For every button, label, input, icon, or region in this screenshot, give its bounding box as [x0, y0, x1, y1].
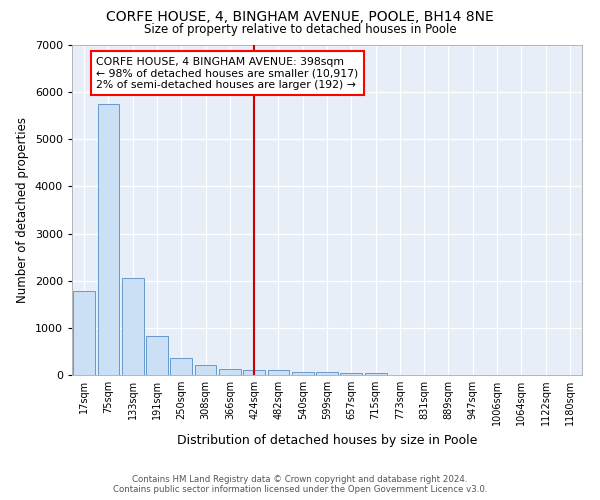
Bar [219, 370, 241, 375]
Bar [292, 372, 314, 375]
Bar [170, 358, 192, 375]
Text: Contains HM Land Registry data © Crown copyright and database right 2024.
Contai: Contains HM Land Registry data © Crown c… [113, 474, 487, 494]
Text: Size of property relative to detached houses in Poole: Size of property relative to detached ho… [143, 22, 457, 36]
X-axis label: Distribution of detached houses by size in Poole: Distribution of detached houses by size … [177, 434, 477, 446]
Bar [194, 365, 217, 375]
Bar [365, 373, 386, 375]
Bar [340, 373, 362, 375]
Bar [268, 370, 289, 375]
Text: CORFE HOUSE, 4 BINGHAM AVENUE: 398sqm
← 98% of detached houses are smaller (10,9: CORFE HOUSE, 4 BINGHAM AVENUE: 398sqm ← … [96, 57, 359, 90]
Bar [146, 336, 168, 375]
Bar [97, 104, 119, 375]
Text: CORFE HOUSE, 4, BINGHAM AVENUE, POOLE, BH14 8NE: CORFE HOUSE, 4, BINGHAM AVENUE, POOLE, B… [106, 10, 494, 24]
Bar [73, 291, 95, 375]
Bar [316, 372, 338, 375]
Bar [122, 278, 143, 375]
Bar [243, 370, 265, 375]
Y-axis label: Number of detached properties: Number of detached properties [16, 117, 29, 303]
